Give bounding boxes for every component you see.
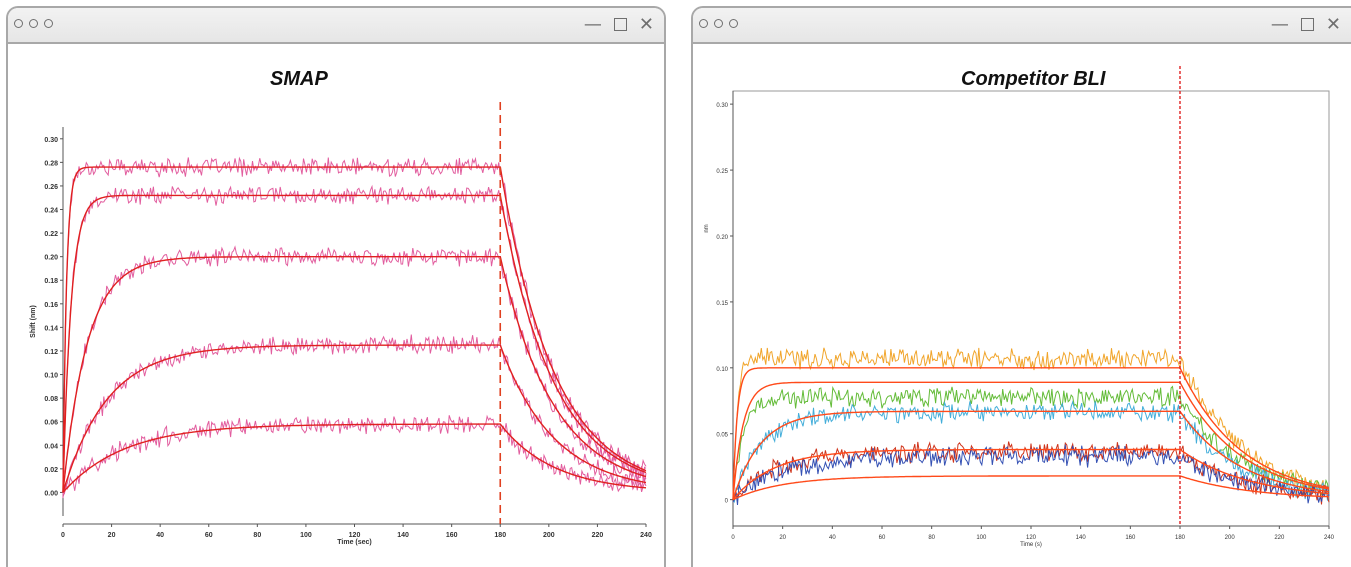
window-dots [699,19,738,28]
x-tick-label: 20 [108,532,116,539]
series-data-line [732,400,1330,504]
series-data-line [732,385,1330,496]
x-tick-label: 0 [61,532,65,539]
series-data-line [62,334,647,497]
titlebar: — ✕ [8,8,664,44]
x-tick-label: 140 [1076,535,1087,541]
x-tick-label: 220 [592,532,604,539]
y-tick-label: 0.24 [44,208,58,215]
window-controls: — ✕ [1271,14,1341,35]
maximize-icon[interactable] [1300,18,1314,31]
y-tick-label: 0.04 [44,443,58,450]
maximize-icon[interactable] [613,18,627,31]
series-fit-line [732,410,1330,500]
y-tick-label: 0.02 [44,467,58,474]
series-data-line [62,156,647,494]
x-tick-label: 40 [829,535,836,541]
y-tick-label: 0.30 [716,103,728,109]
series-data-line [732,444,1330,506]
y-tick-label: 0.06 [44,420,58,427]
x-tick-label: 60 [205,532,213,539]
y-tick-label: 0.14 [44,325,58,332]
y-tick-label: 0.05 [716,433,728,439]
y-tick-label: 0.15 [716,301,728,307]
y-tick-label: 0.12 [44,349,58,356]
competitor-bli-chart: 0 20 40 60 80 100 120 140 160 180 200 220 240 0 0.05 0.… [704,66,1335,548]
x-tick-label: 120 [349,532,361,539]
series-data-line [62,245,647,494]
plot-area: SMAP 0 20 40 60 80 100 120 140 160 180 200 220 240 0.… [8,44,664,567]
x-axis-label: Time (sec) [337,539,372,546]
window-dots [14,19,53,28]
y-tick-label: 0.18 [44,278,58,285]
minimize-icon[interactable]: — [583,14,602,35]
x-tick-label: 80 [253,532,261,539]
y-tick-label: 0.20 [716,235,728,241]
y-tick-label: 0.25 [716,169,728,175]
series-fit-line [732,381,1330,500]
chart-title: Competitor BLI [961,68,1106,90]
series-fit-line [62,423,647,493]
smap-chart: 0 20 40 60 80 100 120 140 160 180 200 220 240 0.00 0.0… [30,102,652,546]
series-data-line [732,347,1330,500]
y-tick-label: 0.30 [44,137,58,144]
plot-area: Competitor BLI 0 20 40 60 80 100 120 140 160 180 2… [693,44,1351,567]
y-axis-label: Shift (nm) [30,305,37,338]
minimize-icon[interactable]: — [1270,14,1289,35]
x-tick-label: 160 [446,532,458,539]
x-tick-label: 180 [1175,535,1186,541]
series-fit-line [62,194,647,493]
window-competitor-bli: — ✕ Competitor BLI 0 20 40 60 80 100 120 140 160… [691,6,1351,567]
series-data-line [62,414,647,495]
dot-icon[interactable] [14,19,23,28]
x-tick-label: 160 [1125,535,1136,541]
x-tick-label: 80 [928,535,935,541]
x-tick-label: 120 [1026,535,1037,541]
y-axis-label: nm [704,224,710,232]
dot-icon[interactable] [29,19,38,28]
x-tick-label: 220 [1274,535,1285,541]
series-fit-line [62,256,647,493]
series-fit-line [732,475,1329,501]
chart-title: SMAP [270,68,328,90]
x-tick-label: 200 [1225,535,1236,541]
titlebar: — ✕ [693,8,1351,44]
y-tick-label: 0 [725,499,729,505]
close-icon[interactable]: ✕ [1325,14,1341,35]
x-tick-label: 180 [494,532,506,539]
y-tick-label: 0.08 [44,396,58,403]
y-tick-label: 0.00 [44,490,58,497]
x-tick-label: 240 [640,532,652,539]
series-fit-line [62,344,647,493]
series-fit-line [732,448,1330,501]
x-axis-label: Time (s) [1020,542,1042,548]
y-tick-label: 0.16 [44,302,58,309]
dot-icon[interactable] [714,19,723,28]
x-tick-label: 40 [156,532,164,539]
x-tick-label: 100 [300,532,312,539]
x-tick-label: 200 [543,532,555,539]
y-tick-label: 0.10 [716,367,728,373]
y-tick-label: 0.28 [44,160,58,167]
y-tick-label: 0.20 [44,255,58,262]
dot-icon[interactable] [729,19,738,28]
dot-icon[interactable] [44,19,53,28]
close-icon[interactable]: ✕ [638,14,654,35]
window-smap: — ✕ SMAP 0 20 40 60 80 100 120 140 160 180 200 220 2… [6,6,666,567]
x-tick-label: 0 [731,535,735,541]
x-tick-label: 60 [879,535,886,541]
x-tick-label: 140 [397,532,409,539]
x-tick-label: 20 [779,535,786,541]
series-fit-line [732,367,1330,500]
dot-icon[interactable] [699,19,708,28]
y-tick-label: 0.26 [44,184,58,191]
window-controls: — ✕ [584,14,654,35]
y-tick-label: 0.10 [44,373,58,380]
x-tick-label: 100 [976,535,987,541]
x-tick-label: 240 [1324,535,1335,541]
series-fit-line [62,166,647,493]
y-tick-label: 0.22 [44,231,58,238]
series-data-line [62,184,647,499]
